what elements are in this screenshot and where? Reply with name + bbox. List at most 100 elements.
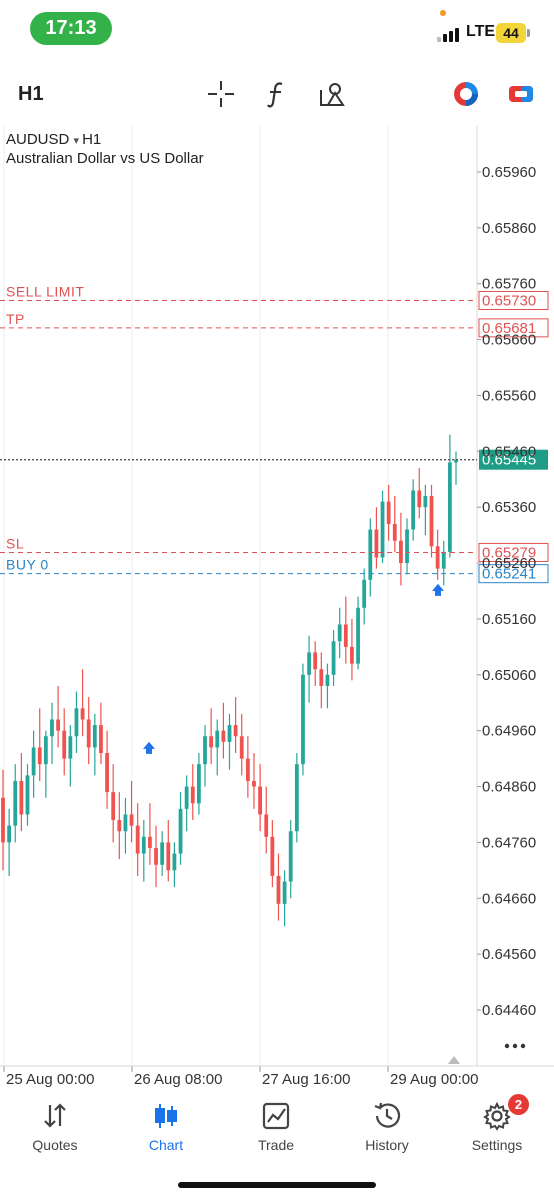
nav-chart[interactable]: Chart — [116, 1094, 216, 1164]
candle-body — [80, 708, 85, 720]
price-tick-label: 0.65860 — [482, 220, 536, 237]
candle-body — [166, 842, 171, 871]
candle-body — [392, 523, 397, 541]
candle-body — [148, 836, 152, 848]
candle-body — [190, 786, 195, 804]
candle-body — [233, 725, 238, 737]
order-price-label: 0.65279 — [482, 544, 536, 561]
candle-body — [454, 459, 458, 463]
battery-tip — [527, 29, 530, 37]
candle-body — [111, 792, 116, 821]
price-tick-label: 0.64760 — [482, 834, 536, 851]
candle-body — [282, 881, 287, 904]
candle-body — [99, 725, 103, 754]
gear-icon — [483, 1101, 511, 1131]
candle-body — [368, 529, 373, 580]
candle-body — [141, 836, 146, 854]
price-chart[interactable]: SELL LIMIT 0.65730 TP 0.65681 SL 0.65279 BUY 0… — [0, 126, 554, 1094]
price-tick-label: 0.65060 — [482, 667, 536, 684]
function-icon[interactable] — [261, 78, 293, 110]
quotes-icon — [44, 1103, 66, 1128]
price-tick-label: 0.64860 — [482, 779, 536, 796]
nav-quotes[interactable]: Quotes — [5, 1094, 105, 1164]
candle-body — [423, 496, 428, 508]
signal-icon — [437, 26, 461, 42]
candle-body — [307, 652, 311, 675]
candle-body — [105, 753, 109, 793]
order-price-label: 0.65730 — [482, 292, 536, 309]
symbol-name: AUDUSD — [6, 131, 70, 148]
price-tick-label: 0.65260 — [482, 555, 536, 572]
order-price-box — [478, 564, 549, 584]
settings-badge: 2 — [508, 1094, 529, 1115]
candle-body — [350, 646, 354, 664]
symbol-header[interactable]: AUDUSD ▾ H1 — [6, 131, 102, 148]
candlestick-chart[interactable]: SELL LIMIT 0.65730 TP 0.65681 SL 0.65279 BUY 0… — [0, 126, 554, 1094]
time-label: 27 Aug 16:00 — [262, 1071, 350, 1088]
candle-body — [405, 529, 409, 564]
objects-icon[interactable] — [316, 78, 348, 110]
candle-body — [74, 708, 79, 737]
order-price-box — [478, 290, 549, 310]
candle-body — [43, 736, 48, 765]
status-bar: 17:13 LTE 44 — [0, 0, 554, 58]
crosshair-icon[interactable] — [205, 78, 237, 110]
trade-icon — [262, 1102, 290, 1130]
candle-body — [172, 853, 177, 871]
nav-history[interactable]: History — [337, 1094, 437, 1164]
candle-body — [50, 719, 54, 737]
candle-body — [184, 786, 189, 809]
order-price-label: 0.65681 — [482, 320, 536, 337]
candle-body — [264, 814, 269, 837]
price-tick-label: 0.65460 — [482, 443, 536, 460]
candle-body — [31, 747, 36, 776]
candle-body — [68, 736, 73, 759]
price-tick-label: 0.65160 — [482, 611, 536, 628]
order-price-box — [478, 318, 549, 338]
candle-body — [196, 764, 201, 804]
home-indicator — [178, 1182, 376, 1188]
candle-body — [25, 775, 30, 815]
chart-toolbar: H1 — [0, 64, 554, 124]
candle-body — [343, 624, 348, 647]
candle-body — [37, 747, 42, 765]
candle-body — [19, 780, 24, 815]
price-tick-label: 0.65960 — [482, 164, 536, 181]
chart-shift-icon — [448, 1056, 460, 1064]
candle-body — [209, 736, 214, 748]
trade-toggle-icon[interactable] — [505, 78, 537, 110]
nav-settings[interactable]: 2 Settings — [447, 1094, 547, 1164]
candle-body — [294, 764, 299, 832]
time-label: 25 Aug 00:00 — [6, 1071, 94, 1088]
battery-icon: 44 — [496, 23, 526, 43]
candle-body — [270, 836, 275, 876]
price-tick-label: 0.65760 — [482, 276, 536, 293]
candle-body — [135, 825, 140, 854]
nav-history-label: History — [365, 1137, 409, 1153]
order-line-label: TP — [6, 311, 25, 327]
candle-body — [154, 847, 158, 865]
candle-body — [411, 490, 416, 530]
price-tick-label: 0.64560 — [482, 946, 536, 963]
candle-body — [221, 730, 226, 742]
candle-body — [325, 674, 330, 686]
order-line-label: BUY 0 — [6, 557, 49, 573]
color-palette-icon[interactable] — [450, 78, 482, 110]
candle-body — [117, 820, 122, 832]
price-tick-label: 0.65660 — [482, 332, 536, 349]
network-type: LTE — [466, 23, 496, 40]
nav-trade-label: Trade — [257, 1137, 295, 1153]
candle-body — [429, 496, 434, 547]
candle-body — [380, 501, 385, 558]
timeframe-button[interactable]: H1 — [18, 83, 44, 105]
nav-quotes-label: Quotes — [32, 1137, 78, 1153]
candle-body — [288, 831, 293, 882]
candle-body — [276, 875, 281, 904]
price-tick-label: 0.65560 — [482, 387, 536, 404]
order-line-label: SL — [6, 535, 24, 551]
candle-body — [239, 736, 244, 759]
candle-body — [441, 551, 446, 569]
nav-trade[interactable]: Trade — [226, 1094, 326, 1164]
candle-body — [86, 719, 91, 748]
candle-body — [313, 652, 318, 670]
